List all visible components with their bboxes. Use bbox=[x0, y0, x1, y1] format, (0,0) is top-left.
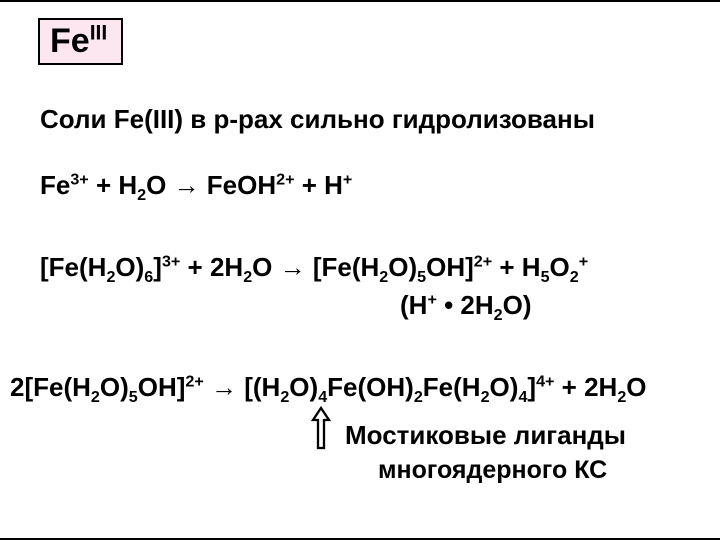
equation-1: Fe3+ + H2O → FeOH2+ + H+ bbox=[40, 170, 352, 205]
heading-text: Соли Fe(III) в р-рах сильно гидролизован… bbox=[40, 104, 595, 135]
equation-3: 2[Fe(H2O)5OH]2+ → [(H2O)4Fe(OH)2Fe(H2O)4… bbox=[10, 372, 647, 407]
note-line-1: Мостиковые лиганды bbox=[345, 420, 626, 451]
equation-2: [Fe(H2O)6]3+ + 2H2O → [Fe(H2O)5OH]2+ + H… bbox=[40, 252, 588, 287]
arrow-up-icon bbox=[310, 406, 332, 450]
title-text: FeIII bbox=[50, 22, 107, 60]
note-line-2: многоядерного КС bbox=[378, 456, 607, 485]
slide: FeIII Соли Fe(III) в р-рах сильно гидрол… bbox=[0, 0, 720, 540]
title-box: FeIII bbox=[38, 18, 123, 65]
equation-2-paren: (H+ • 2H2O) bbox=[400, 290, 532, 325]
